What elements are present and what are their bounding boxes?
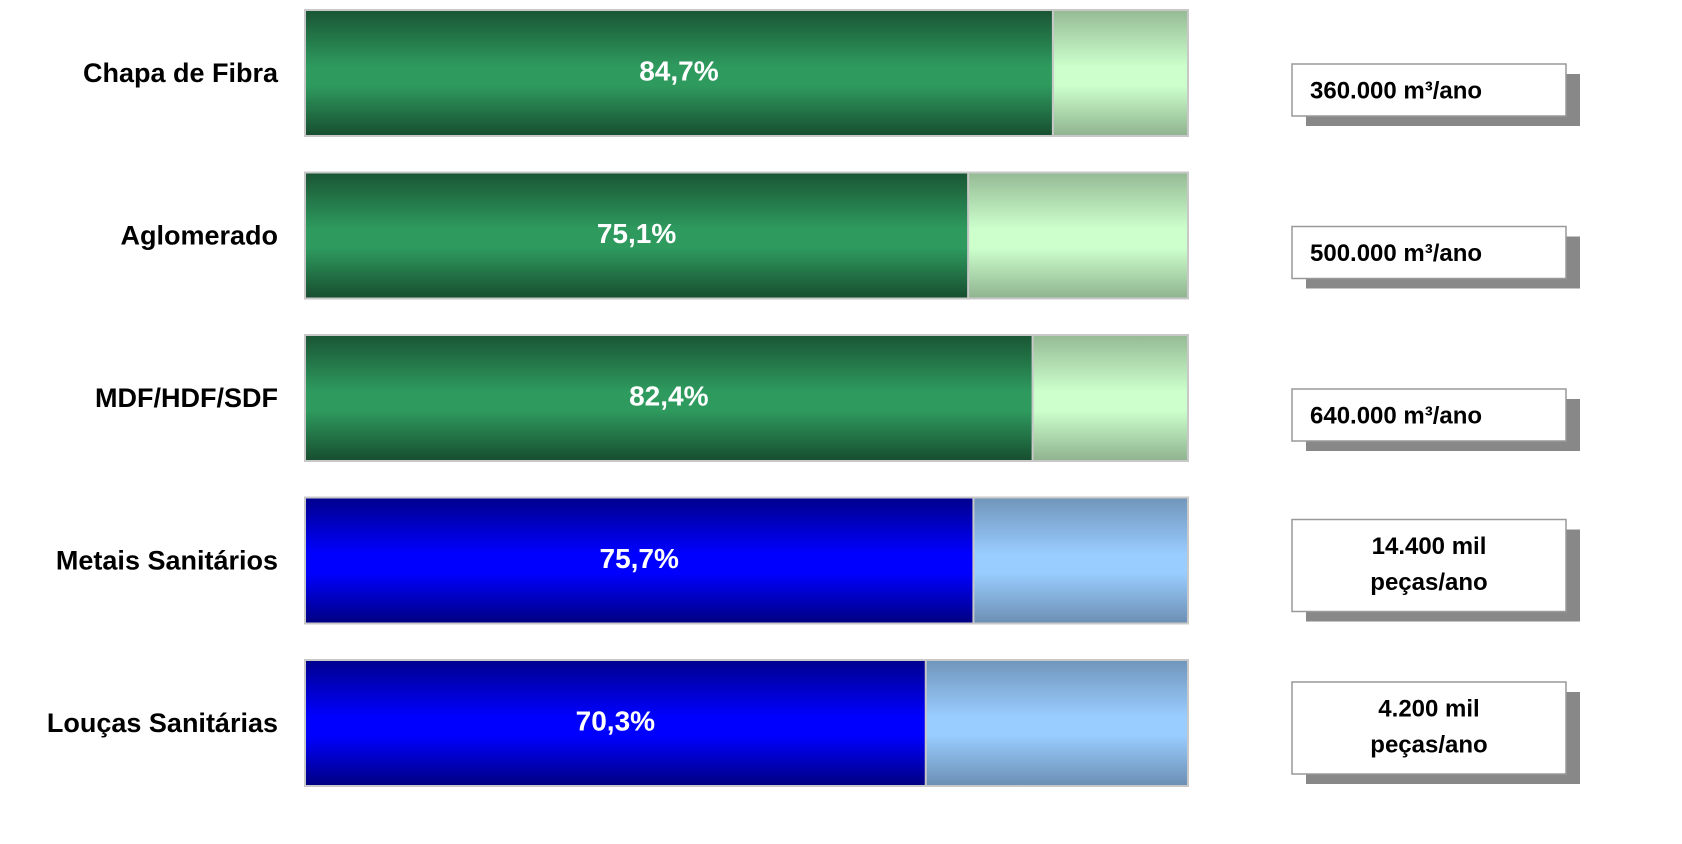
capacity-label: peças/ano [1370,731,1487,758]
category-label: Louças Sanitárias [47,708,278,738]
capacity-box [1291,388,1567,442]
bar-border [304,334,1189,462]
bar-shade [305,335,1033,461]
capacity-box [1291,681,1567,775]
bar-border [304,9,1189,137]
category-label: Aglomerado [120,221,278,251]
bar-border [304,496,1189,625]
capacity-label: 14.400 mil [1372,533,1487,560]
capacity-label: 4.200 mil [1378,695,1479,722]
category-label: Chapa de Fibra [83,58,279,88]
capacity-label: 360.000 m³/ano [1310,77,1482,104]
bar-shade [305,660,926,786]
capacity-box [1291,225,1567,280]
capacity-box [1291,518,1567,613]
category-label: MDF/HDF/SDF [95,383,278,413]
bar-border [304,659,1189,787]
value-label: 82,4% [629,380,708,411]
capacity-label: 640.000 m³/ano [1310,402,1482,429]
capacity-box [1291,63,1567,117]
capacity-label: 500.000 m³/ano [1310,240,1482,267]
category-label: Metais Sanitários [56,546,278,576]
bar-shade [305,10,1053,136]
bar-shade [305,497,974,624]
value-label: 75,1% [597,218,676,249]
bar-shade [305,172,969,299]
value-label: 70,3% [576,705,655,736]
capacity-label: peças/ano [1370,569,1487,596]
value-label: 75,7% [600,543,679,574]
value-label: 84,7% [639,55,718,86]
bar-border [304,171,1189,300]
